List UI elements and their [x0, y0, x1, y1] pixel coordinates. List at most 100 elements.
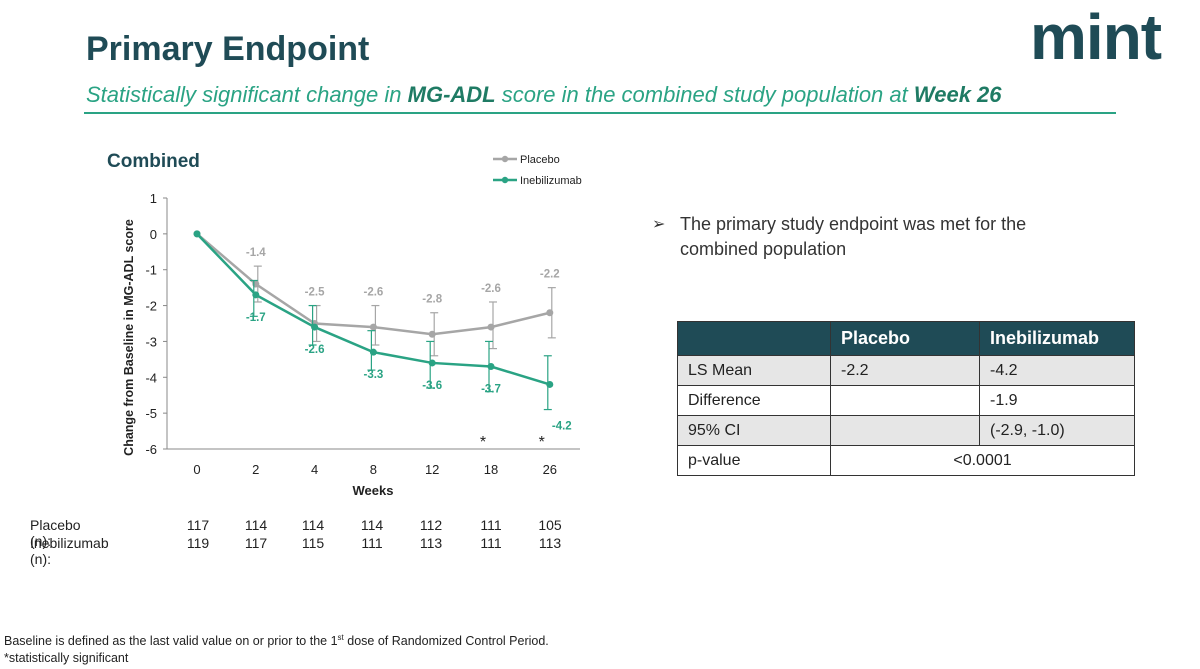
subtitle-emphasis-mgadl: MG-ADL: [407, 82, 496, 107]
data-point: [193, 230, 201, 238]
stats-cell: -4.2: [979, 355, 1135, 386]
footnote-superscript: st: [337, 633, 344, 642]
stats-cell: (-2.9, -1.0): [979, 415, 1135, 446]
bullet-point: ➢ The primary study endpoint was met for…: [652, 212, 1092, 262]
legend-label: Inebilizumab: [520, 175, 582, 187]
data-point: [428, 330, 436, 338]
n-cell: 113: [419, 535, 443, 551]
page-title: Primary Endpoint: [86, 30, 370, 68]
n-cell: 111: [361, 535, 383, 551]
data-point: [487, 363, 495, 371]
stats-header-placebo: Placebo: [830, 321, 980, 356]
chart-title: Combined: [107, 151, 200, 172]
x-tick-label: 26: [543, 462, 557, 477]
subtitle-emphasis-week: Week 26: [913, 82, 1002, 107]
n-cell: 115: [301, 535, 325, 551]
x-tick-label: 2: [252, 462, 259, 477]
y-tick-label: 1: [150, 191, 157, 206]
x-tick-label: 8: [370, 462, 377, 477]
stats-header-row: Placebo Inebilizumab: [677, 321, 1135, 356]
x-tick-label: 12: [425, 462, 439, 477]
x-tick-label: 4: [311, 462, 318, 477]
y-tick-label: -3: [145, 334, 157, 349]
y-tick-label: -5: [145, 406, 157, 421]
footnote-significance: *statistically significant: [4, 651, 129, 665]
data-label-placebo: -2.6: [363, 287, 383, 299]
footnote-text: dose of Randomized Control Period.: [343, 634, 549, 649]
n-cell: 117: [244, 535, 268, 551]
bullet-text: The primary study endpoint was met for t…: [680, 214, 1027, 259]
n-cell: 114: [360, 517, 384, 533]
stats-header-empty: [677, 321, 831, 356]
y-tick-label: -1: [145, 263, 157, 278]
stats-cell: p-value: [677, 445, 831, 476]
stats-cell: Difference: [677, 385, 831, 416]
n-row-label: Inebilizumab (n):: [30, 535, 109, 567]
line-chart: Combined 1 0 -1 -2 -3 -4 -5 -6 0 2 4 8 12 18 26 Weeks Cha…: [107, 151, 582, 498]
data-label-placebo: -2.5: [305, 287, 325, 299]
data-point: [369, 323, 377, 331]
data-label-placebo: -2.6: [481, 283, 501, 295]
n-cell: 112: [419, 517, 443, 533]
stats-cell: -2.2: [830, 355, 980, 386]
n-cell: 114: [301, 517, 325, 533]
stats-row-difference: Difference -1.9: [677, 385, 1135, 416]
data-point: [428, 359, 436, 367]
legend-marker: [501, 155, 509, 163]
x-tick-label: 0: [193, 462, 200, 477]
data-point: [487, 323, 495, 331]
mint-logo: mint: [1030, 1, 1162, 73]
data-label-inebilizumab: -1.7: [246, 312, 266, 324]
stats-header-inebilizumab: Inebilizumab: [979, 321, 1135, 356]
x-axis-title: Weeks: [353, 483, 394, 498]
subtitle-text-2: score in the combined study population a…: [495, 82, 914, 107]
data-point: [369, 348, 377, 356]
stats-cell-merged: <0.0001: [830, 445, 1135, 476]
stats-row-ls-mean: LS Mean -2.2 -4.2: [677, 355, 1135, 386]
subtitle-text-1: Statistically significant change in: [86, 82, 408, 107]
stats-cell: LS Mean: [677, 355, 831, 386]
y-tick-label: -2: [145, 299, 157, 314]
n-cell: 113: [538, 535, 562, 551]
title-divider: [84, 112, 1116, 114]
y-tick-label: -6: [145, 442, 157, 457]
n-cell: 117: [186, 517, 210, 533]
stats-table: Placebo Inebilizumab LS Mean -2.2 -4.2 D…: [677, 321, 1135, 476]
n-row-label: Placebo (n):: [30, 517, 81, 549]
significance-mark: *: [480, 434, 486, 451]
stats-row-ci: 95% CI (-2.9, -1.0): [677, 415, 1135, 446]
data-label-placebo: -2.2: [540, 269, 560, 281]
data-point: [546, 380, 554, 388]
n-cell: 114: [244, 517, 268, 533]
legend-label: Placebo: [520, 154, 560, 166]
stats-cell: [830, 385, 980, 416]
page-subtitle: Statistically significant change in MG-A…: [86, 82, 1002, 108]
data-label-inebilizumab: -3.3: [363, 369, 383, 381]
n-cell: 111: [480, 535, 502, 551]
n-cell: 105: [538, 517, 562, 533]
data-label-inebilizumab: -3.6: [422, 380, 442, 392]
stats-row-p-value: p-value <0.0001: [677, 445, 1135, 476]
y-axis-title: Change from Baseline in MG-ADL score: [122, 219, 136, 456]
stats-cell: 95% CI: [677, 415, 831, 446]
n-cell: 119: [186, 535, 210, 551]
data-label-inebilizumab: -2.6: [305, 344, 325, 356]
data-point: [252, 291, 260, 299]
n-cell: 111: [480, 517, 502, 533]
stats-cell: -1.9: [979, 385, 1135, 416]
data-label-inebilizumab: -4.2: [552, 421, 572, 433]
significance-mark: *: [539, 434, 545, 451]
legend-marker: [501, 176, 509, 184]
data-point: [546, 309, 554, 317]
stats-cell: [830, 415, 980, 446]
data-label-placebo: -2.8: [422, 294, 442, 306]
footnote-text: Baseline is defined as the last valid va…: [4, 634, 338, 649]
y-tick-label: -4: [145, 370, 157, 385]
data-point: [311, 323, 319, 331]
data-label-inebilizumab: -3.7: [481, 384, 501, 396]
footnote-baseline: Baseline is defined as the last valid va…: [4, 633, 549, 648]
arrow-bullet-icon: ➢: [652, 216, 666, 233]
data-label-placebo: -1.4: [246, 247, 266, 259]
y-tick-label: 0: [150, 227, 157, 242]
x-tick-label: 18: [484, 462, 498, 477]
